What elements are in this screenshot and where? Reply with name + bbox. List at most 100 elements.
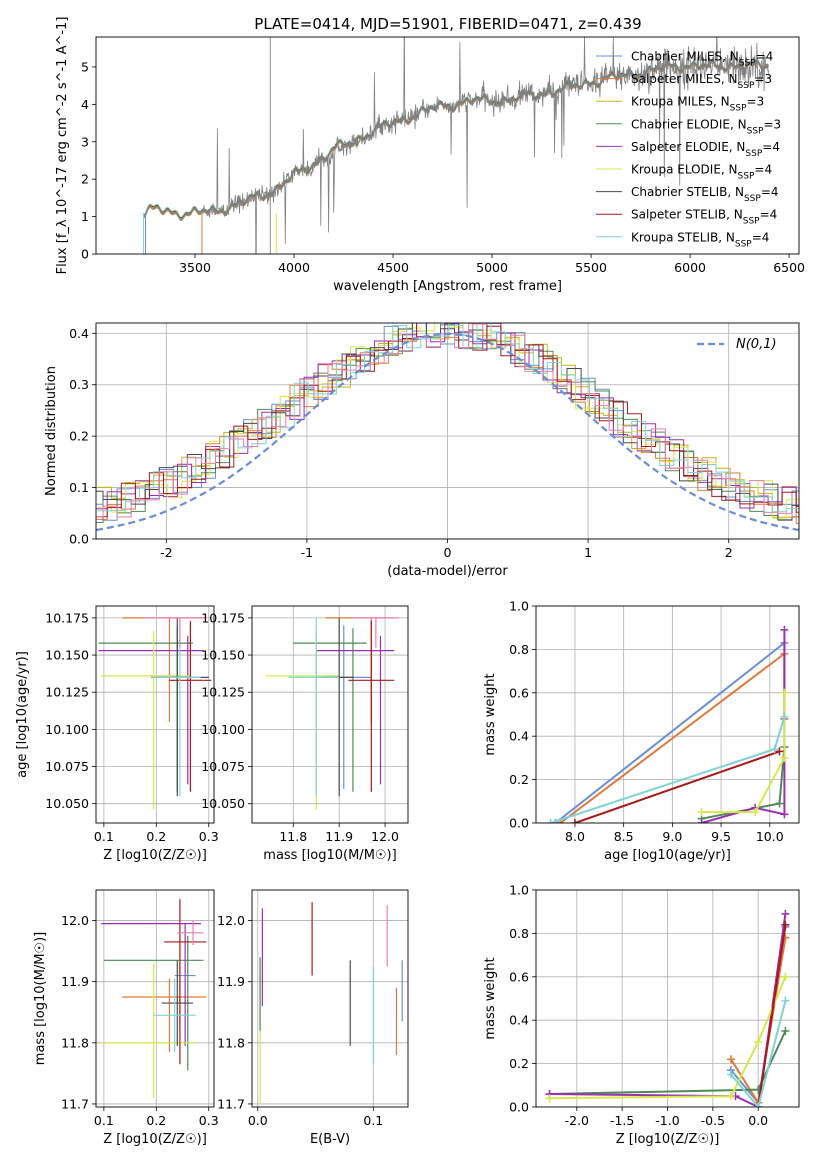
y-tick-label: 10.075 <box>201 759 245 774</box>
y-tick-label: 0.2 <box>69 429 89 444</box>
legend-subscript: SSP <box>730 104 747 114</box>
y-axis-label: mass [log10(M/M☉)] <box>33 932 48 1065</box>
histogram-step-line <box>96 323 799 524</box>
x-tick-label: -1.5 <box>610 1113 634 1128</box>
legend-subscript: SSP <box>744 194 761 204</box>
y-tick-label: 0.2 <box>509 1056 529 1071</box>
legend-value: =3 <box>763 117 781 131</box>
axes-frame <box>95 889 215 1108</box>
weight-point-marker <box>780 810 789 819</box>
legend-entry: Kroupa STELIB, NSSP=4 <box>631 230 769 249</box>
x-tick-label: 6500 <box>773 260 805 275</box>
weight-point-marker <box>781 1027 790 1036</box>
weight-point-marker <box>780 753 789 762</box>
y-tick-label: 10.100 <box>201 722 245 737</box>
x-tick-label: 3500 <box>179 260 211 275</box>
x-axis-label: Z [log10(Z/Z☉)] <box>103 1132 207 1147</box>
x-tick-label: 8.0 <box>565 829 585 844</box>
y-tick-label: 10.050 <box>201 796 245 811</box>
y-axis-label: mass weight <box>483 957 498 1039</box>
plot-area <box>252 606 408 823</box>
weight-point-marker <box>726 1055 735 1064</box>
y-tick-label: 1 <box>81 209 89 224</box>
x-tick-label: 0.2 <box>146 1113 166 1128</box>
x-tick-label: 0.3 <box>199 1113 219 1128</box>
axes-frame <box>251 889 409 1108</box>
weight-series-line <box>730 1000 787 1107</box>
x-tick-label: 11.8 <box>279 829 307 844</box>
observed-spectrum-line <box>202 37 770 254</box>
y-axis-label: Flux [f_λ 10^-17 erg cm^-2 s^-1 A^-1] <box>55 17 70 275</box>
weight-point-marker <box>781 909 790 918</box>
axes-frame <box>95 605 215 824</box>
y-tick-label: 0.6 <box>509 685 529 700</box>
weight-point-marker <box>546 819 555 823</box>
x-tick-label: -1.0 <box>655 1113 679 1128</box>
legend-entry: Kroupa MILES, NSSP=3 <box>631 95 764 114</box>
plot-area <box>96 606 214 823</box>
legend-value: =4 <box>756 50 774 64</box>
legend-entry: Chabrier ELODIE, NSSP=3 <box>631 117 781 136</box>
histogram-step-line <box>96 323 799 518</box>
x-tick-label: -2 <box>160 545 172 560</box>
x-tick-label: 6000 <box>674 260 706 275</box>
x-tick-label: 1 <box>584 545 592 560</box>
y-tick-label: 3 <box>81 134 89 149</box>
plot-area <box>536 606 799 823</box>
x-tick-label: 0.1 <box>363 1113 383 1128</box>
x-tick-label: 0.0 <box>748 1113 768 1128</box>
weight-point-marker <box>781 920 790 929</box>
weight-point-marker <box>775 799 784 808</box>
weight-point-marker <box>751 808 760 817</box>
weight-series-line <box>554 640 786 823</box>
y-tick-label: 0.0 <box>509 1100 529 1115</box>
residual-histogram-panel: -2 -1 0 1 2 0.0 0.1 0.2 0.3 0.4 (data-model)/error… <box>44 322 800 579</box>
legend-entry: N(0,1) <box>736 337 777 352</box>
legend-entry: Salpeter STELIB, NSSP=4 <box>631 208 777 227</box>
plot-area <box>536 890 799 1107</box>
weight-point-marker <box>697 819 706 823</box>
x-tick-label: 8.5 <box>614 829 634 844</box>
y-axis-label: Normed distribution <box>44 366 59 496</box>
histogram-step-line <box>96 323 799 518</box>
legend-value: =4 <box>761 185 779 199</box>
y-tick-label: 1.0 <box>509 883 529 898</box>
x-tick-label: 4500 <box>377 260 409 275</box>
y-tick-label: 0.0 <box>69 532 89 547</box>
y-tick-label: 11.9 <box>61 974 89 989</box>
x-axis-label: mass [log10(M/M☉)] <box>263 848 396 863</box>
age-vs-mass-panel: 11.8 11.9 12.0 10.050 10.075 10.100 10.125 10.1… <box>201 605 409 863</box>
weight-point-marker <box>770 745 779 754</box>
x-tick-label: -0.5 <box>701 1113 725 1128</box>
x-axis-label: age [log10(age/yr)] <box>604 848 731 863</box>
x-tick-label: 0.1 <box>94 1113 114 1128</box>
axes-frame <box>95 36 800 255</box>
spectrum-panel: 3500 4000 4500 5000 5500 6000 6500 0 1 2 3 4 5 wavele… <box>55 17 805 294</box>
y-tick-label: 10.175 <box>45 610 89 625</box>
mass-weight-vs-metallicity-panel: -2.0 -1.5 -1.0 -0.5 0.0 0.0 0.2 0.4 0.6 0.8 1.0 Z [… <box>483 883 800 1147</box>
weight-point-marker <box>726 1092 735 1101</box>
y-tick-label: 5 <box>81 59 89 74</box>
y-tick-label: 11.9 <box>217 974 245 989</box>
legend-subscript: SSP <box>745 149 762 159</box>
weight-point-marker <box>780 712 789 721</box>
x-tick-label: 0.1 <box>94 829 114 844</box>
y-tick-label: 0.8 <box>509 926 529 941</box>
x-tick-label: 11.9 <box>325 829 353 844</box>
x-tick-label: 0.0 <box>248 1113 268 1128</box>
axes-frame <box>251 605 409 824</box>
legend-value: =3 <box>754 72 772 86</box>
y-tick-label: 2 <box>81 172 89 187</box>
weight-point-marker <box>781 996 790 1005</box>
weight-series-line <box>550 716 786 823</box>
y-tick-label: 0.3 <box>69 377 89 392</box>
figure-title: PLATE=0414, MJD=51901, FIBERID=0471, z=0… <box>254 15 641 33</box>
weight-point-marker <box>775 747 784 756</box>
x-axis-label: wavelength [Angstrom, rest frame] <box>333 279 562 294</box>
legend-value: =4 <box>760 208 778 222</box>
x-axis-label: (data-model)/error <box>387 564 508 579</box>
mass-vs-metallicity-panel: 0.1 0.2 0.3 11.7 11.8 11.9 12.0 Z [log10(Z/Z☉)]… <box>33 889 219 1147</box>
x-tick-label: 10.0 <box>756 829 784 844</box>
legend-value: =4 <box>754 163 772 177</box>
